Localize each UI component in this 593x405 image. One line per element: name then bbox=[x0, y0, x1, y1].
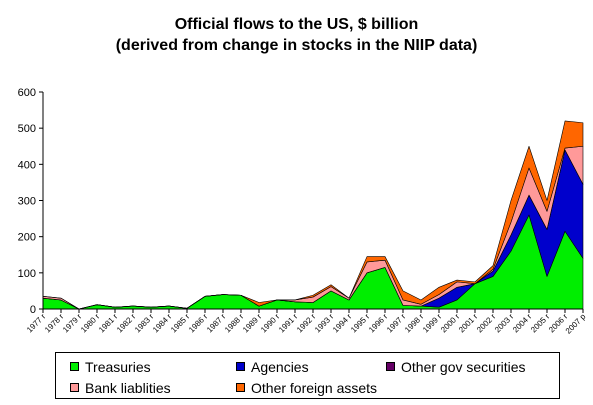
y-tick-label-100: 100 bbox=[18, 268, 36, 280]
x-tick-label-13: 1990 r bbox=[259, 312, 282, 335]
legend-label-bank-liablities: Bank liablities bbox=[85, 380, 171, 396]
legend-label-agencies: Agencies bbox=[251, 359, 309, 375]
x-tick-label-21: 1998 r bbox=[403, 312, 426, 335]
x-tick-label-6: 1983 r bbox=[133, 312, 156, 335]
legend-label-treasuries: Treasuries bbox=[85, 359, 151, 375]
chart-title: Official flows to the US, $ billion (der… bbox=[0, 14, 593, 56]
x-tick-label-30: 2007 p bbox=[564, 312, 588, 336]
legend-swatch-bank-liablities bbox=[70, 383, 79, 392]
x-tick-label-28: 2005 r bbox=[529, 312, 552, 335]
x-tick-label-11: 1988 r bbox=[223, 312, 246, 335]
x-tick-label-12: 1989 r bbox=[241, 312, 264, 335]
x-tick-label-19: 1996 r bbox=[367, 312, 390, 335]
chart-title-line-1: Official flows to the US, $ billion bbox=[174, 16, 419, 33]
x-tick-label-25: 2002 r bbox=[475, 312, 498, 335]
area-series-other-foreign-assets bbox=[42, 120, 584, 310]
legend-swatch-agencies bbox=[236, 362, 245, 371]
y-tick-label-400: 400 bbox=[18, 159, 36, 171]
x-tick-label-1: 1978 r bbox=[43, 312, 66, 335]
legend-swatch-treasuries bbox=[70, 362, 79, 371]
x-tick-label-27: 2004 r bbox=[511, 312, 534, 335]
y-tick-label-500: 500 bbox=[18, 123, 36, 135]
y-tick-label-300: 300 bbox=[18, 196, 36, 208]
x-tick-label-2: 1979 r bbox=[61, 312, 84, 335]
legend-label-other-gov-securities: Other gov securities bbox=[401, 359, 526, 375]
x-tick-label-17: 1994 r bbox=[331, 312, 354, 335]
x-tick-label-20: 1997 r bbox=[385, 312, 408, 335]
x-tick-label-22: 1999 r bbox=[421, 312, 444, 335]
x-tick-label-10: 1987 r bbox=[205, 312, 228, 335]
x-tick-label-9: 1986 r bbox=[187, 312, 210, 335]
x-tick-label-26: 2003 r bbox=[493, 312, 516, 335]
x-tick-label-4: 1981 r bbox=[97, 312, 120, 335]
x-tick-label-3: 1980 r bbox=[79, 312, 102, 335]
x-tick-label-18: 1995 r bbox=[349, 312, 372, 335]
x-tick-label-14: 1991 r bbox=[277, 312, 300, 335]
x-tick-label-7: 1984 r bbox=[151, 312, 174, 335]
legend-swatch-other-gov-securities bbox=[386, 362, 395, 371]
y-tick-label-200: 200 bbox=[18, 232, 36, 244]
y-tick-label-0: 0 bbox=[30, 304, 36, 316]
x-tick-label-23: 2000 r bbox=[439, 312, 462, 335]
x-tick-label-8: 1985 r bbox=[169, 312, 192, 335]
y-tick-label-600: 600 bbox=[18, 87, 36, 99]
legend-swatch-other-foreign-assets bbox=[236, 383, 245, 392]
x-tick-label-16: 1993 r bbox=[313, 312, 336, 335]
chart-title-line-2: (derived from change in stocks in the NI… bbox=[115, 37, 478, 54]
chart-legend: Treasuries Bank liablities Agencies Othe… bbox=[55, 352, 560, 399]
x-tick-label-0: 1977 r bbox=[25, 312, 48, 335]
x-tick-label-15: 1992 r bbox=[295, 312, 318, 335]
x-tick-label-24: 2001 r bbox=[457, 312, 480, 335]
x-tick-label-5: 1982 r bbox=[115, 312, 138, 335]
legend-label-other-foreign-assets: Other foreign assets bbox=[251, 380, 378, 396]
